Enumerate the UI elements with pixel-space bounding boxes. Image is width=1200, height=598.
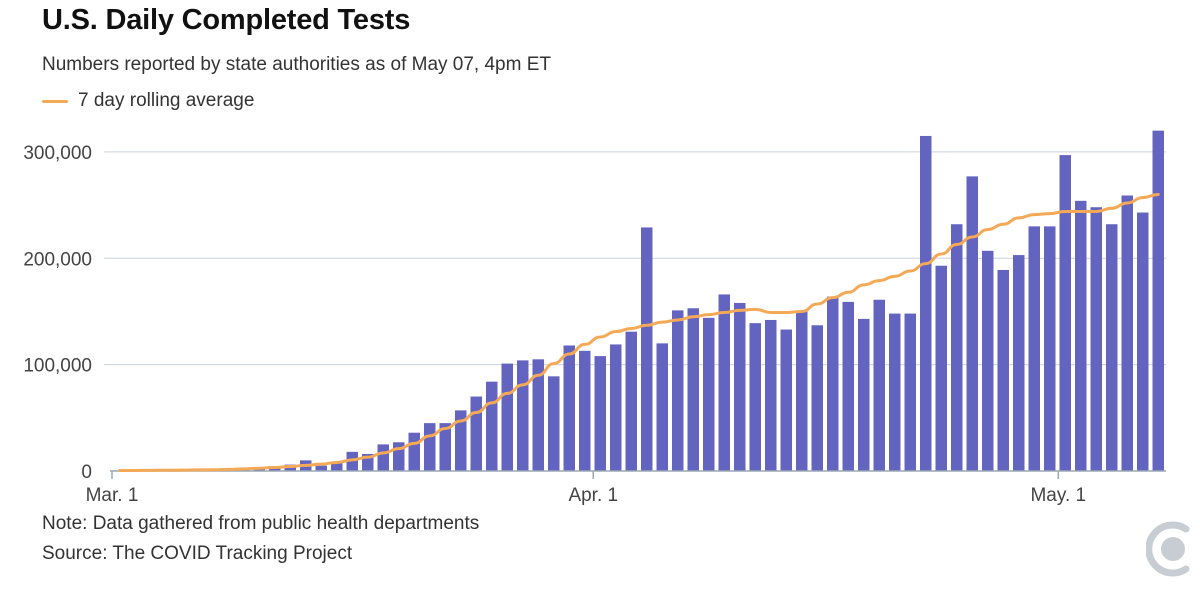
bar: [548, 376, 560, 471]
bar: [765, 319, 777, 471]
bar: [656, 343, 668, 471]
bar: [362, 453, 374, 471]
bar: [315, 465, 327, 471]
legend-line-swatch: [42, 99, 68, 103]
bar: [703, 317, 715, 471]
bar: [780, 329, 792, 471]
bar: [1028, 226, 1040, 471]
y-tick-label: 100,000: [23, 356, 92, 377]
bar: [718, 294, 730, 471]
bar: [377, 444, 389, 471]
bar: [1075, 200, 1087, 471]
x-tick-label: May. 1: [1030, 485, 1086, 506]
bar: [811, 325, 823, 471]
bar: [1106, 224, 1118, 471]
bar: [1059, 155, 1071, 471]
chart-subtitle: Numbers reported by state authorities as…: [42, 54, 552, 75]
x-axis-labels: Mar. 1 Apr. 1 May. 1: [86, 485, 1086, 506]
bar: [1152, 130, 1164, 472]
bar: [796, 311, 808, 471]
bar: [951, 224, 963, 471]
x-tick-label: Mar. 1: [86, 485, 139, 506]
bar: [1137, 212, 1149, 471]
y-tick-label: 200,000: [23, 249, 92, 270]
bar: [858, 318, 870, 471]
x-tick-label: Apr. 1: [568, 485, 618, 506]
bar: [408, 432, 420, 471]
chart-title: U.S. Daily Completed Tests: [42, 4, 411, 36]
bar: [873, 299, 885, 471]
source-credit: Source: The COVID Tracking Project: [42, 543, 353, 564]
bar: [331, 462, 343, 471]
bar: [734, 302, 746, 471]
bar: [579, 350, 591, 471]
bar: [827, 296, 839, 471]
bar: [470, 396, 482, 471]
bar: [610, 344, 622, 471]
bar: [749, 323, 761, 471]
average-line: [118, 192, 1160, 472]
bar: [625, 331, 637, 471]
covid-tracking-logo-icon: [1145, 520, 1192, 583]
y-tick-label: 300,000: [23, 143, 92, 164]
bar: [1090, 207, 1102, 471]
bar: [904, 313, 916, 471]
bar: [997, 269, 1009, 471]
bar: [982, 250, 994, 471]
bar: [501, 363, 513, 471]
bar: [532, 359, 544, 471]
bar: [966, 176, 978, 471]
bar: [920, 135, 932, 472]
bar: [687, 308, 699, 471]
bar: [424, 423, 436, 471]
x-axis: [110, 470, 1166, 479]
bar: [517, 360, 529, 471]
average-line-layer: [118, 192, 1160, 472]
bar: [842, 301, 854, 471]
bar: [393, 442, 405, 471]
bars: [114, 130, 1164, 472]
bar: [1013, 255, 1025, 471]
legend: 7 day rolling average: [42, 90, 254, 112]
y-axis-labels: 0 100,000 200,000 300,000: [23, 143, 92, 483]
footnote: Note: Data gathered from public health d…: [42, 513, 480, 534]
bar: [1044, 226, 1056, 471]
bar: [439, 423, 451, 471]
legend-label: 7 day rolling average: [78, 90, 255, 111]
bar: [1121, 195, 1133, 471]
bar: [672, 310, 684, 471]
bar: [455, 410, 467, 471]
bar: [889, 313, 901, 471]
bar: [935, 265, 947, 471]
bar: [641, 227, 653, 471]
bar: [594, 356, 606, 471]
bar: [563, 345, 575, 471]
bar: [486, 381, 498, 471]
y-tick-label: 0: [81, 462, 92, 483]
bar: [346, 451, 358, 471]
